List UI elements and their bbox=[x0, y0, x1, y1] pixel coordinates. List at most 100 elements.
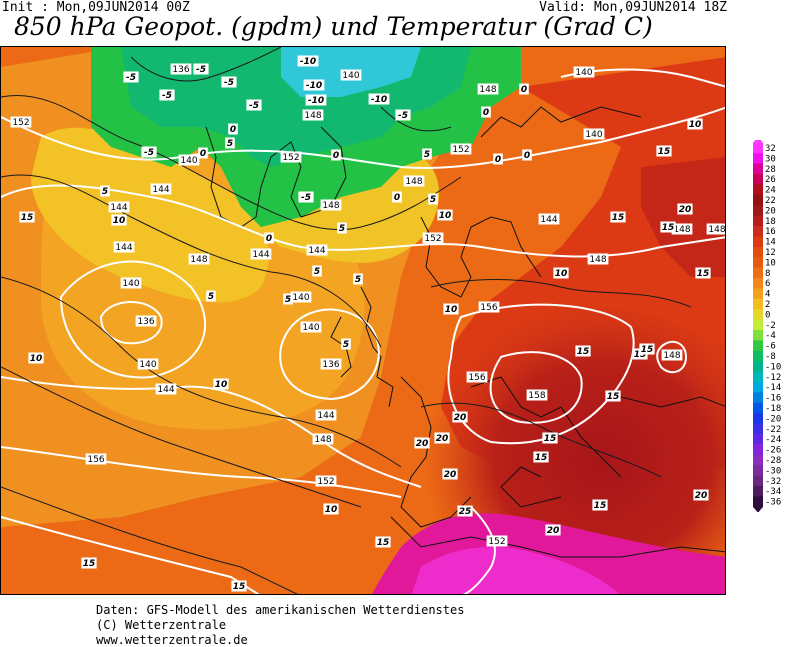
label-background bbox=[155, 383, 177, 395]
isohypse-label: 144 bbox=[306, 244, 328, 256]
label-background bbox=[280, 151, 302, 163]
label-background bbox=[320, 358, 342, 370]
legend-color-swatch bbox=[753, 288, 763, 300]
isohypse-label-text: 152 bbox=[488, 537, 505, 547]
isohypse-label: 158 bbox=[526, 389, 548, 401]
label-background bbox=[19, 211, 35, 223]
label-background bbox=[135, 315, 157, 327]
isotherm-label-text: 0 bbox=[200, 149, 206, 159]
label-background bbox=[228, 123, 238, 135]
label-background bbox=[478, 301, 500, 313]
legend-color-swatch bbox=[753, 330, 763, 341]
legend-color-swatch bbox=[753, 454, 763, 466]
label-background bbox=[225, 137, 235, 149]
isotherm-label-text: 0 bbox=[483, 108, 489, 118]
isotherm-label: 15 bbox=[656, 145, 672, 157]
isotherm-label-text: 20 bbox=[436, 434, 449, 444]
label-background bbox=[331, 149, 341, 161]
isotherm-label-text: 10 bbox=[325, 505, 338, 515]
isohypse-label-text: 152 bbox=[452, 145, 469, 155]
legend-level-label: 16 bbox=[765, 227, 776, 237]
isohypse-label-text: 136 bbox=[322, 360, 339, 370]
isotherm-label: 20 bbox=[434, 432, 450, 444]
isotherm-label-text: 5 bbox=[208, 292, 214, 302]
isohypse-label-text: 140 bbox=[292, 293, 309, 303]
legend-level-label: 8 bbox=[765, 269, 770, 279]
isotherm-label: 15 bbox=[575, 345, 591, 357]
isohypse-label-text: 140 bbox=[139, 360, 156, 370]
legend-color-swatch bbox=[753, 423, 763, 435]
isotherm-label: 15 bbox=[695, 267, 711, 279]
legend-color-swatch bbox=[753, 465, 763, 477]
temperature-color-legend: 32302826242220181614121086420-2-4-6-8-10… bbox=[753, 140, 781, 512]
label-background bbox=[592, 499, 608, 511]
isohypse-label: 140 bbox=[300, 321, 322, 333]
legend-level-label: 26 bbox=[765, 175, 776, 185]
legend-bottom-arrow bbox=[753, 506, 763, 512]
legend-level-label: -20 bbox=[765, 414, 781, 424]
isohypse-label: 152 bbox=[422, 232, 444, 244]
label-background bbox=[81, 557, 97, 569]
temperature-field-africa-core bbox=[411, 547, 619, 594]
isotherm-label-text: 15 bbox=[612, 213, 625, 223]
label-background bbox=[605, 390, 621, 402]
isohypse-label-text: 144 bbox=[540, 215, 557, 225]
isotherm-label-text: 15 bbox=[535, 453, 548, 463]
legend-level-label: 14 bbox=[765, 238, 776, 248]
isohypse-label-text: 140 bbox=[342, 71, 359, 81]
isotherm-label: 5 bbox=[100, 185, 110, 197]
legend-color-swatch bbox=[753, 236, 763, 248]
legend-color-swatch bbox=[753, 444, 763, 456]
legend-color-swatch bbox=[753, 226, 763, 237]
isotherm-label-text: 10 bbox=[113, 216, 126, 226]
isotherm-label: -5 bbox=[246, 99, 262, 111]
isotherm-label: 15 bbox=[542, 432, 558, 444]
isotherm-label-text: 5 bbox=[314, 267, 320, 277]
legend-level-label: -22 bbox=[765, 425, 781, 435]
label-background bbox=[533, 451, 549, 463]
label-background bbox=[193, 63, 209, 75]
label-background bbox=[28, 352, 44, 364]
isotherm-label: 10 bbox=[553, 267, 569, 279]
isotherm-label: 25 bbox=[457, 505, 473, 517]
isotherm-label-text: -5 bbox=[301, 193, 311, 203]
isohypse-label-text: 148 bbox=[673, 225, 690, 235]
legend-level-label: -12 bbox=[765, 373, 781, 383]
temperature-labels: -5 -5 -5 -10 -10 -10 -10 -5 -5 -5 0 0 0 10 -5 0 5 0 5 0 0 15 5… bbox=[19, 55, 711, 592]
isohypse-label-text: 144 bbox=[308, 246, 325, 256]
isotherm-label: 20 bbox=[545, 524, 561, 536]
legend-color-swatch bbox=[753, 163, 763, 175]
isotherm-label: 10 bbox=[28, 352, 44, 364]
isotherm-label-text: 15 bbox=[658, 147, 671, 157]
isohypse-label: 144 bbox=[538, 213, 560, 225]
isotherm-label-text: 0 bbox=[394, 193, 400, 203]
label-background bbox=[573, 66, 595, 78]
legend-color-swatch bbox=[753, 475, 763, 487]
label-background bbox=[553, 267, 569, 279]
isohypse-label-text: 158 bbox=[528, 391, 545, 401]
isotherm-label: 0 bbox=[519, 83, 529, 95]
isohypse-label: 152 bbox=[450, 143, 472, 155]
legend-level-label: 4 bbox=[765, 290, 770, 300]
legend-level-label: -26 bbox=[765, 446, 781, 456]
legend-level-label: 12 bbox=[765, 248, 776, 258]
isohypse-label-text: 140 bbox=[575, 68, 592, 78]
label-background bbox=[303, 79, 325, 91]
isotherm-label: 5 bbox=[337, 222, 347, 234]
label-background bbox=[481, 106, 491, 118]
isohypse-label: 152 bbox=[486, 535, 508, 547]
isohypse-label: 140 bbox=[340, 69, 362, 81]
isotherm-label: 5 bbox=[206, 290, 216, 302]
isohypse-label: 148 bbox=[706, 223, 725, 235]
isotherm-label: 5 bbox=[353, 273, 363, 285]
isotherm-label: -5 bbox=[298, 191, 314, 203]
website-link[interactable]: www.wetterzentrale.de bbox=[96, 633, 248, 647]
isohypse-label: 148 bbox=[587, 253, 609, 265]
label-background bbox=[452, 411, 468, 423]
label-background bbox=[437, 209, 453, 221]
label-background bbox=[428, 193, 438, 205]
label-background bbox=[312, 265, 322, 277]
legend-level-label: -30 bbox=[765, 466, 781, 476]
legend-color-swatch bbox=[753, 309, 763, 321]
isotherm-label-text: 15 bbox=[377, 538, 390, 548]
